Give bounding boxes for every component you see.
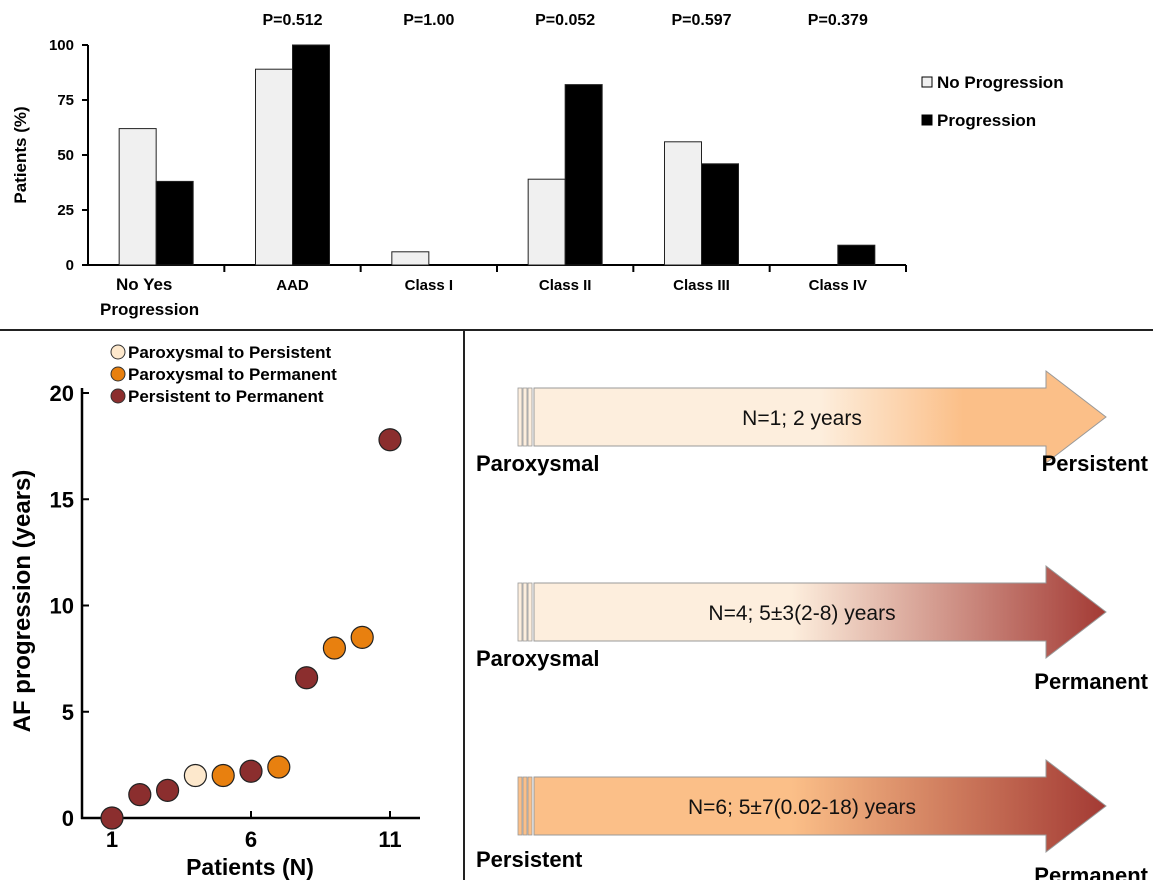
data-point-paroxysmal-to-permanent xyxy=(267,755,291,779)
bar-progression xyxy=(292,44,330,266)
arrow-summary-text: N=1; 2 years xyxy=(742,407,862,430)
bar-no-progression xyxy=(527,178,566,266)
arrow-tail-stripe xyxy=(527,776,533,836)
y-axis-label: Patients (%) xyxy=(11,106,30,203)
progression-arrows-panel: N=1; 2 years Paroxysmal Persistent N=4; 5±3… xyxy=(476,369,1149,880)
legend-label: Paroxysmal to Permanent xyxy=(128,365,337,384)
y-tick-label: 20 xyxy=(50,381,74,406)
stage-from-label: Paroxysmal xyxy=(476,646,600,671)
legend-marker xyxy=(110,388,126,404)
p-value-label: P=1.00 xyxy=(403,12,454,29)
progression-arrow xyxy=(533,369,1107,465)
y-tick-label: 0 xyxy=(66,257,74,274)
data-point-persistent-to-permanent xyxy=(295,666,319,690)
y-tick-label: 75 xyxy=(57,92,74,109)
x-category-label: Class I xyxy=(405,277,453,294)
x-category-label: Progression xyxy=(100,300,199,319)
bar-no-progression xyxy=(118,128,157,266)
data-point-persistent-to-permanent xyxy=(378,428,402,452)
legend-label: Progression xyxy=(937,111,1036,130)
data-point-paroxysmal-to-permanent xyxy=(211,763,235,788)
stage-to-label: Permanent xyxy=(1034,863,1148,880)
scatter-chart: 20 15 10 5 0 1 6 11 Patients (N) AF progression (… xyxy=(9,343,420,880)
stage-from-label: Paroxysmal xyxy=(476,451,600,476)
legend-marker xyxy=(110,366,126,382)
y-tick-label: 50 xyxy=(57,147,74,164)
p-value-label: P=0.512 xyxy=(262,12,322,29)
data-point-persistent-to-permanent xyxy=(100,806,124,830)
p-value-label: P=0.052 xyxy=(535,12,595,29)
legend-label: Paroxysmal to Persistent xyxy=(128,343,331,362)
y-tick-label: 5 xyxy=(62,700,74,725)
arrow-tail-stripe xyxy=(517,387,523,447)
arrow-summary-text: N=4; 5±3(2-8) years xyxy=(708,602,895,625)
stage-to-label: Permanent xyxy=(1034,669,1148,694)
y-tick-label: 15 xyxy=(50,487,74,512)
y-tick-label: 100 xyxy=(49,37,74,54)
bar-progression xyxy=(155,180,194,266)
data-point-persistent-to-permanent xyxy=(128,783,152,807)
y-tick-label: 25 xyxy=(57,202,74,219)
x-category-label: Class II xyxy=(539,277,592,294)
arrow-tail-stripe xyxy=(522,582,528,642)
legend-marker xyxy=(110,344,126,360)
legend-label: No Progression xyxy=(937,73,1064,92)
data-point-paroxysmal-to-permanent xyxy=(350,625,374,649)
p-value-label: P=0.379 xyxy=(808,12,868,29)
arrow-summary-text: N=6; 5±7(0.02-18) years xyxy=(688,796,916,819)
x-tick-label: 11 xyxy=(378,827,401,852)
x-category-label: Class IV xyxy=(809,277,867,294)
bar-progression xyxy=(837,244,876,266)
x-category-label: Class III xyxy=(673,277,730,294)
data-point-persistent-to-permanent xyxy=(156,778,180,802)
bar-no-progression xyxy=(255,68,293,266)
legend-label: Persistent to Permanent xyxy=(128,387,324,406)
arrow-tail-stripe xyxy=(522,387,528,447)
bar-chart: 100 75 50 25 0 Patients (%) No Yes Progression P… xyxy=(11,12,1064,319)
stage-from-label: Persistent xyxy=(476,847,583,872)
bar-progression xyxy=(564,84,603,266)
data-point-paroxysmal-to-persistent xyxy=(183,763,207,788)
arrow-tail-stripe xyxy=(522,776,528,836)
legend-swatch xyxy=(921,76,933,88)
x-tick-label: 6 xyxy=(245,827,257,852)
x-category-label: AAD xyxy=(276,277,309,294)
progression-arrow xyxy=(533,758,1107,854)
x-axis-label: Patients (N) xyxy=(186,854,314,880)
arrow-tail-stripe xyxy=(527,387,533,447)
p-value-label: P=0.597 xyxy=(671,12,731,29)
bar-no-progression xyxy=(664,141,702,266)
bar-no-progression xyxy=(391,251,430,266)
data-point-persistent-to-permanent xyxy=(239,759,263,783)
stage-to-label: Persistent xyxy=(1042,451,1149,476)
x-category-label: No Yes xyxy=(116,275,172,294)
bar-progression xyxy=(701,163,739,266)
y-axis-label: AF progression (years) xyxy=(9,470,36,733)
y-tick-label: 10 xyxy=(50,594,74,619)
vertical-divider xyxy=(463,331,465,880)
y-tick-label: 0 xyxy=(62,806,74,831)
x-tick-label: 1 xyxy=(106,827,118,852)
legend-swatch xyxy=(921,114,933,126)
arrow-tail-stripe xyxy=(517,776,523,836)
arrow-tail-stripe xyxy=(517,582,523,642)
data-point-paroxysmal-to-permanent xyxy=(322,636,346,660)
arrow-tail-stripe xyxy=(527,582,533,642)
progression-arrow xyxy=(533,564,1107,660)
horizontal-divider xyxy=(0,329,1153,331)
